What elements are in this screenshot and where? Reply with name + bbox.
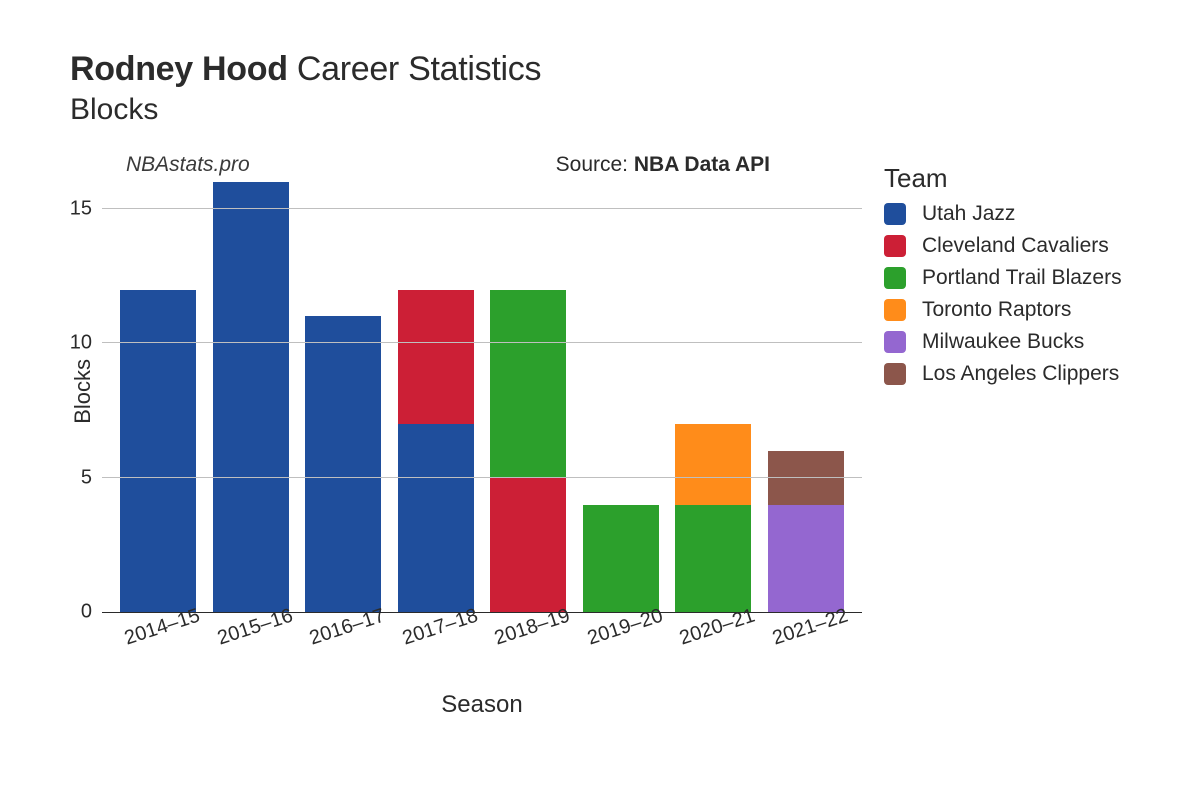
- legend-label: Toronto Raptors: [922, 298, 1071, 322]
- bar-segment: [120, 290, 196, 613]
- x-tick-label: 2015–16: [214, 604, 295, 650]
- watermark-text: NBAstats.pro: [126, 153, 250, 177]
- chart-row: Blocks 2014–152015–162016–172017–182018–…: [70, 183, 1140, 719]
- gridline: [102, 208, 862, 209]
- bar-slot: [760, 183, 853, 612]
- gridline: [102, 342, 862, 343]
- y-tick-label: 0: [81, 601, 102, 624]
- y-axis-label: Blocks: [70, 359, 96, 424]
- x-tick-slot: 2021–22: [760, 612, 853, 670]
- legend-label: Cleveland Cavaliers: [922, 234, 1109, 258]
- legend-item: Toronto Raptors: [884, 298, 1122, 322]
- x-tick-slot: 2016–17: [297, 612, 390, 670]
- bar-segment: [675, 505, 751, 613]
- bar-segment: [213, 182, 289, 612]
- legend-swatch: [884, 299, 906, 321]
- bar-slot: [667, 183, 760, 612]
- x-tick-slot: 2017–18: [390, 612, 483, 670]
- legend-swatch: [884, 235, 906, 257]
- bar-segment: [675, 424, 751, 505]
- bar-slot: [297, 183, 390, 612]
- bar: [305, 316, 381, 612]
- source-label: Source:: [556, 153, 634, 176]
- x-ticks: 2014–152015–162016–172017–182018–192019–…: [102, 612, 862, 670]
- bar-slot: [390, 183, 483, 612]
- legend-swatch: [884, 267, 906, 289]
- x-tick-slot: 2015–16: [205, 612, 298, 670]
- bar-segment: [398, 424, 474, 612]
- y-tick-label: 15: [70, 197, 102, 220]
- bars-layer: [102, 183, 862, 612]
- x-tick-label: 2020–21: [677, 604, 758, 650]
- plot-wrap: 2014–152015–162016–172017–182018–192019–…: [102, 183, 862, 719]
- annotation-row: NBAstats.pro Source: NBA Data API: [70, 153, 830, 181]
- legend-swatch: [884, 331, 906, 353]
- page-subtitle: Blocks: [70, 93, 1140, 127]
- bar: [490, 290, 566, 613]
- bar-segment: [490, 290, 566, 478]
- legend-label: Utah Jazz: [922, 202, 1015, 226]
- x-tick-label: 2017–18: [399, 604, 480, 650]
- x-tick-slot: 2014–15: [112, 612, 205, 670]
- legend-swatch: [884, 363, 906, 385]
- y-tick-label: 10: [70, 332, 102, 355]
- bar-slot: [482, 183, 575, 612]
- x-tick-slot: 2018–19: [482, 612, 575, 670]
- x-tick-slot: 2020–21: [667, 612, 760, 670]
- chart-container: Rodney Hood Career Statistics Blocks NBA…: [0, 0, 1200, 800]
- bar-slot: [112, 183, 205, 612]
- gridline: [102, 477, 862, 478]
- source-attribution: Source: NBA Data API: [556, 153, 770, 177]
- bar-segment: [305, 316, 381, 612]
- legend-item: Utah Jazz: [884, 202, 1122, 226]
- page-title: Rodney Hood Career Statistics: [70, 50, 1140, 89]
- bar-segment: [583, 505, 659, 613]
- bar-slot: [205, 183, 298, 612]
- legend-items: Utah Jazz Cleveland Cavaliers Portland Tra…: [884, 202, 1122, 386]
- x-axis-label: Season: [102, 691, 862, 719]
- bar: [583, 505, 659, 613]
- legend-item: Milwaukee Bucks: [884, 330, 1122, 354]
- legend-title: Team: [884, 163, 1122, 194]
- bar-slot: [575, 183, 668, 612]
- bar-segment: [398, 290, 474, 424]
- bar-segment: [768, 451, 844, 505]
- legend-label: Portland Trail Blazers: [922, 266, 1122, 290]
- x-tick-label: 2019–20: [584, 604, 665, 650]
- bar-segment: [768, 505, 844, 613]
- source-name: NBA Data API: [634, 153, 770, 176]
- bar: [768, 451, 844, 612]
- legend: Team Utah Jazz Cleveland Cavaliers Portlan…: [884, 163, 1122, 394]
- plot-area: 2014–152015–162016–172017–182018–192019–…: [102, 183, 862, 613]
- title-suffix: Career Statistics: [288, 50, 541, 88]
- legend-label: Milwaukee Bucks: [922, 330, 1084, 354]
- bar: [120, 290, 196, 613]
- legend-item: Los Angeles Clippers: [884, 362, 1122, 386]
- x-tick-label: 2014–15: [122, 604, 203, 650]
- bar: [675, 424, 751, 612]
- bar: [398, 290, 474, 613]
- bar: [213, 182, 289, 612]
- legend-item: Cleveland Cavaliers: [884, 234, 1122, 258]
- legend-item: Portland Trail Blazers: [884, 266, 1122, 290]
- title-player-name: Rodney Hood: [70, 50, 288, 88]
- x-tick-slot: 2019–20: [575, 612, 668, 670]
- x-tick-label: 2016–17: [307, 604, 388, 650]
- legend-swatch: [884, 203, 906, 225]
- legend-label: Los Angeles Clippers: [922, 362, 1119, 386]
- x-tick-label: 2018–19: [492, 604, 573, 650]
- y-tick-label: 5: [81, 466, 102, 489]
- bar-segment: [490, 478, 566, 612]
- x-tick-label: 2021–22: [769, 604, 850, 650]
